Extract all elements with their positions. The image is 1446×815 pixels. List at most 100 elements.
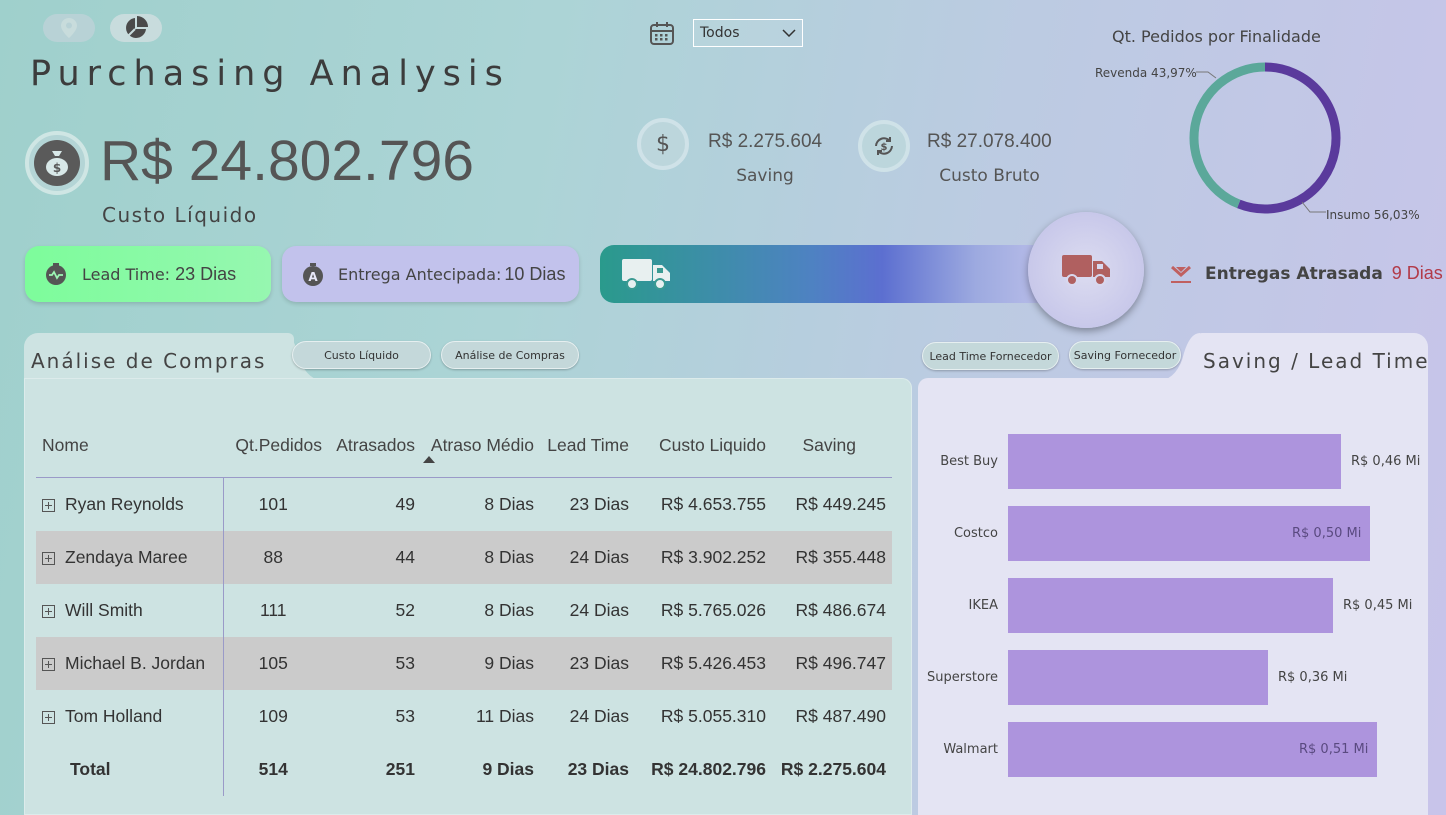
lead-time-card: Lead Time: 23 Dias: [25, 246, 271, 302]
bar[interactable]: [1008, 650, 1268, 705]
svg-text:A: A: [308, 270, 318, 284]
donut-label-revenda: Revenda 43,97%: [1095, 66, 1197, 80]
table-cell: 11 Dias: [475, 706, 534, 726]
page-title: Purchasing Analysis: [30, 54, 510, 94]
bar-category-label: Costco: [953, 526, 998, 541]
table-cell: R$ 5.765.026: [660, 600, 766, 620]
map-nav-button[interactable]: [43, 14, 95, 42]
custo-liquido-button[interactable]: Custo Líquido: [292, 341, 431, 369]
table-row[interactable]: Ryan Reynolds 101 49 8 Dias 23 Dias R$ 4.653.…: [36, 477, 892, 531]
analise-compras-button[interactable]: Análise de Compras: [441, 341, 579, 369]
bar[interactable]: [1008, 578, 1333, 633]
saving-fornecedor-button[interactable]: Saving Fornecedor: [1069, 341, 1181, 369]
bar[interactable]: [1008, 506, 1370, 561]
pie-chart-icon: [126, 16, 148, 38]
money-bag-icon: $: [25, 131, 89, 195]
expand-icon[interactable]: [42, 551, 55, 565]
table-row[interactable]: Zendaya Maree 88 44 8 Dias 24 Dias R$ 3.902.2…: [36, 531, 892, 584]
table-cell: R$ 4.653.755: [660, 494, 766, 514]
cell-nome-text: Zendaya Maree: [65, 547, 188, 567]
exchange-icon: $: [858, 120, 910, 172]
bar[interactable]: [1008, 434, 1341, 489]
late-delivery-icon: [1171, 265, 1191, 283]
svg-text:$: $: [881, 142, 888, 153]
table-cell: 111: [259, 600, 287, 620]
table-cell: 52: [395, 600, 415, 620]
table-cell: 105: [223, 637, 328, 690]
table-cell: R$ 487.490: [795, 706, 887, 726]
table-body: Ryan Reynolds 101 49 8 Dias 23 Dias R$ 4.653.…: [36, 477, 892, 796]
table-cell: 49: [395, 494, 415, 514]
cell-nome: Ryan Reynolds: [36, 477, 224, 531]
total-cell: 251: [385, 759, 415, 779]
donut-label-insumo: Insumo 56,03%: [1326, 208, 1420, 222]
table-cell: 101: [258, 494, 288, 514]
bar-value-label: R$ 0,50 Mi: [1292, 526, 1362, 541]
bar-value-label: R$ 0,36 Mi: [1278, 670, 1348, 685]
saving-bar-chart: Best Buy R$ 0,46 Mi Costco R$ 0,50 Mi IKEA R$…: [918, 420, 1428, 800]
table-cell: 23 Dias: [540, 637, 635, 690]
column-header-qt-pedidos[interactable]: Qt.Pedidos: [223, 414, 328, 478]
expand-icon[interactable]: [42, 604, 55, 618]
table-cell: R$ 355.448: [772, 531, 892, 584]
expand-icon[interactable]: [42, 498, 55, 512]
custo-liquido-label: Custo Líquido: [102, 203, 258, 227]
table-cell: 8 Dias: [421, 531, 540, 584]
expand-icon[interactable]: [42, 710, 55, 724]
cell-nome-text: Michael B. Jordan: [65, 653, 206, 673]
column-header-atraso-medio[interactable]: Atraso Médio: [421, 414, 540, 478]
table-cell: 9 Dias: [421, 637, 540, 690]
donut-segment-revenda[interactable]: [1189, 62, 1266, 209]
table-cell: 8 Dias: [484, 600, 534, 620]
dollar-icon: $: [637, 118, 689, 170]
table-header-row: Nome Qt.Pedidos Atrasados Atraso Médio L…: [36, 414, 892, 478]
entrega-antecipada-label: Entrega Antecipada:: [338, 264, 502, 284]
expand-icon[interactable]: [42, 657, 55, 671]
bar-category-label: Walmart: [943, 742, 998, 757]
column-header-nome[interactable]: Nome: [36, 414, 223, 478]
table-cell: R$ 5.426.453: [635, 637, 772, 690]
bar[interactable]: [1008, 722, 1377, 777]
bar-value-label: R$ 0,45 Mi: [1343, 598, 1413, 613]
table-cell: 24 Dias: [569, 706, 629, 726]
entregas-atrasadas-label: Entregas Atrasada: [1205, 264, 1383, 284]
column-header-atraso-medio-label: Atraso Médio: [430, 435, 534, 455]
analysis-nav-button[interactable]: [110, 14, 162, 42]
table-row[interactable]: Will Smith 111 52 8 Dias 24 Dias R$ 5.765.026…: [36, 584, 892, 637]
cell-nome-text: Will Smith: [65, 600, 143, 620]
table-total-row: Total 514 251 9 Dias 23 Dias R$ 24.802.796 R$ …: [36, 743, 892, 796]
total-label: Total: [36, 743, 224, 796]
bar-category-label: Superstore: [927, 670, 998, 685]
total-cell: R$ 2.275.604: [780, 759, 886, 779]
cell-nome: Tom Holland: [36, 690, 224, 743]
table-row[interactable]: Michael B. Jordan 105 53 9 Dias 23 Dias R$ 5.…: [36, 637, 892, 690]
cell-nome-text: Tom Holland: [65, 706, 163, 726]
entrega-antecipada-card: A Entrega Antecipada: 10 Dias: [282, 246, 579, 302]
custo-bruto-value: R$ 27.078.400: [927, 131, 1052, 152]
table-cell: R$ 496.747: [772, 637, 892, 690]
table-row[interactable]: Tom Holland 109 53 11 Dias 24 Dias R$ 5.055.3…: [36, 690, 892, 743]
donut-title: Qt. Pedidos por Finalidade: [1112, 27, 1321, 46]
table-cell: 24 Dias: [569, 600, 629, 620]
cell-nome: Zendaya Maree: [36, 531, 224, 584]
donut-segment-insumo[interactable]: [1237, 62, 1341, 214]
column-header-custo-liquido[interactable]: Custo Liquido: [635, 414, 772, 478]
table-cell: R$ 3.902.252: [635, 531, 772, 584]
lead-time-fornecedor-button[interactable]: Lead Time Fornecedor: [922, 342, 1059, 370]
table-cell: 53: [395, 706, 415, 726]
column-header-saving[interactable]: Saving: [772, 414, 892, 478]
column-header-atrasados[interactable]: Atrasados: [328, 414, 421, 478]
right-panel-title: Saving / Lead Time: [1203, 349, 1430, 373]
period-dropdown-value: Todos: [700, 25, 740, 41]
bar-value-label: R$ 0,51 Mi: [1299, 742, 1369, 757]
table-cell: 24 Dias: [540, 531, 635, 584]
bar-category-label: IKEA: [968, 598, 998, 613]
right-panel-tab: [1196, 333, 1428, 381]
bar-category-label: Best Buy: [940, 454, 998, 469]
column-header-lead-time[interactable]: Lead Time: [540, 414, 635, 478]
custo-liquido-value: R$ 24.802.796: [100, 129, 474, 193]
table-cell: 23 Dias: [569, 494, 629, 514]
entregas-atrasadas-value: 9 Dias: [1391, 263, 1443, 283]
period-dropdown[interactable]: Todos: [693, 19, 803, 47]
table-cell: R$ 5.055.310: [660, 706, 766, 726]
